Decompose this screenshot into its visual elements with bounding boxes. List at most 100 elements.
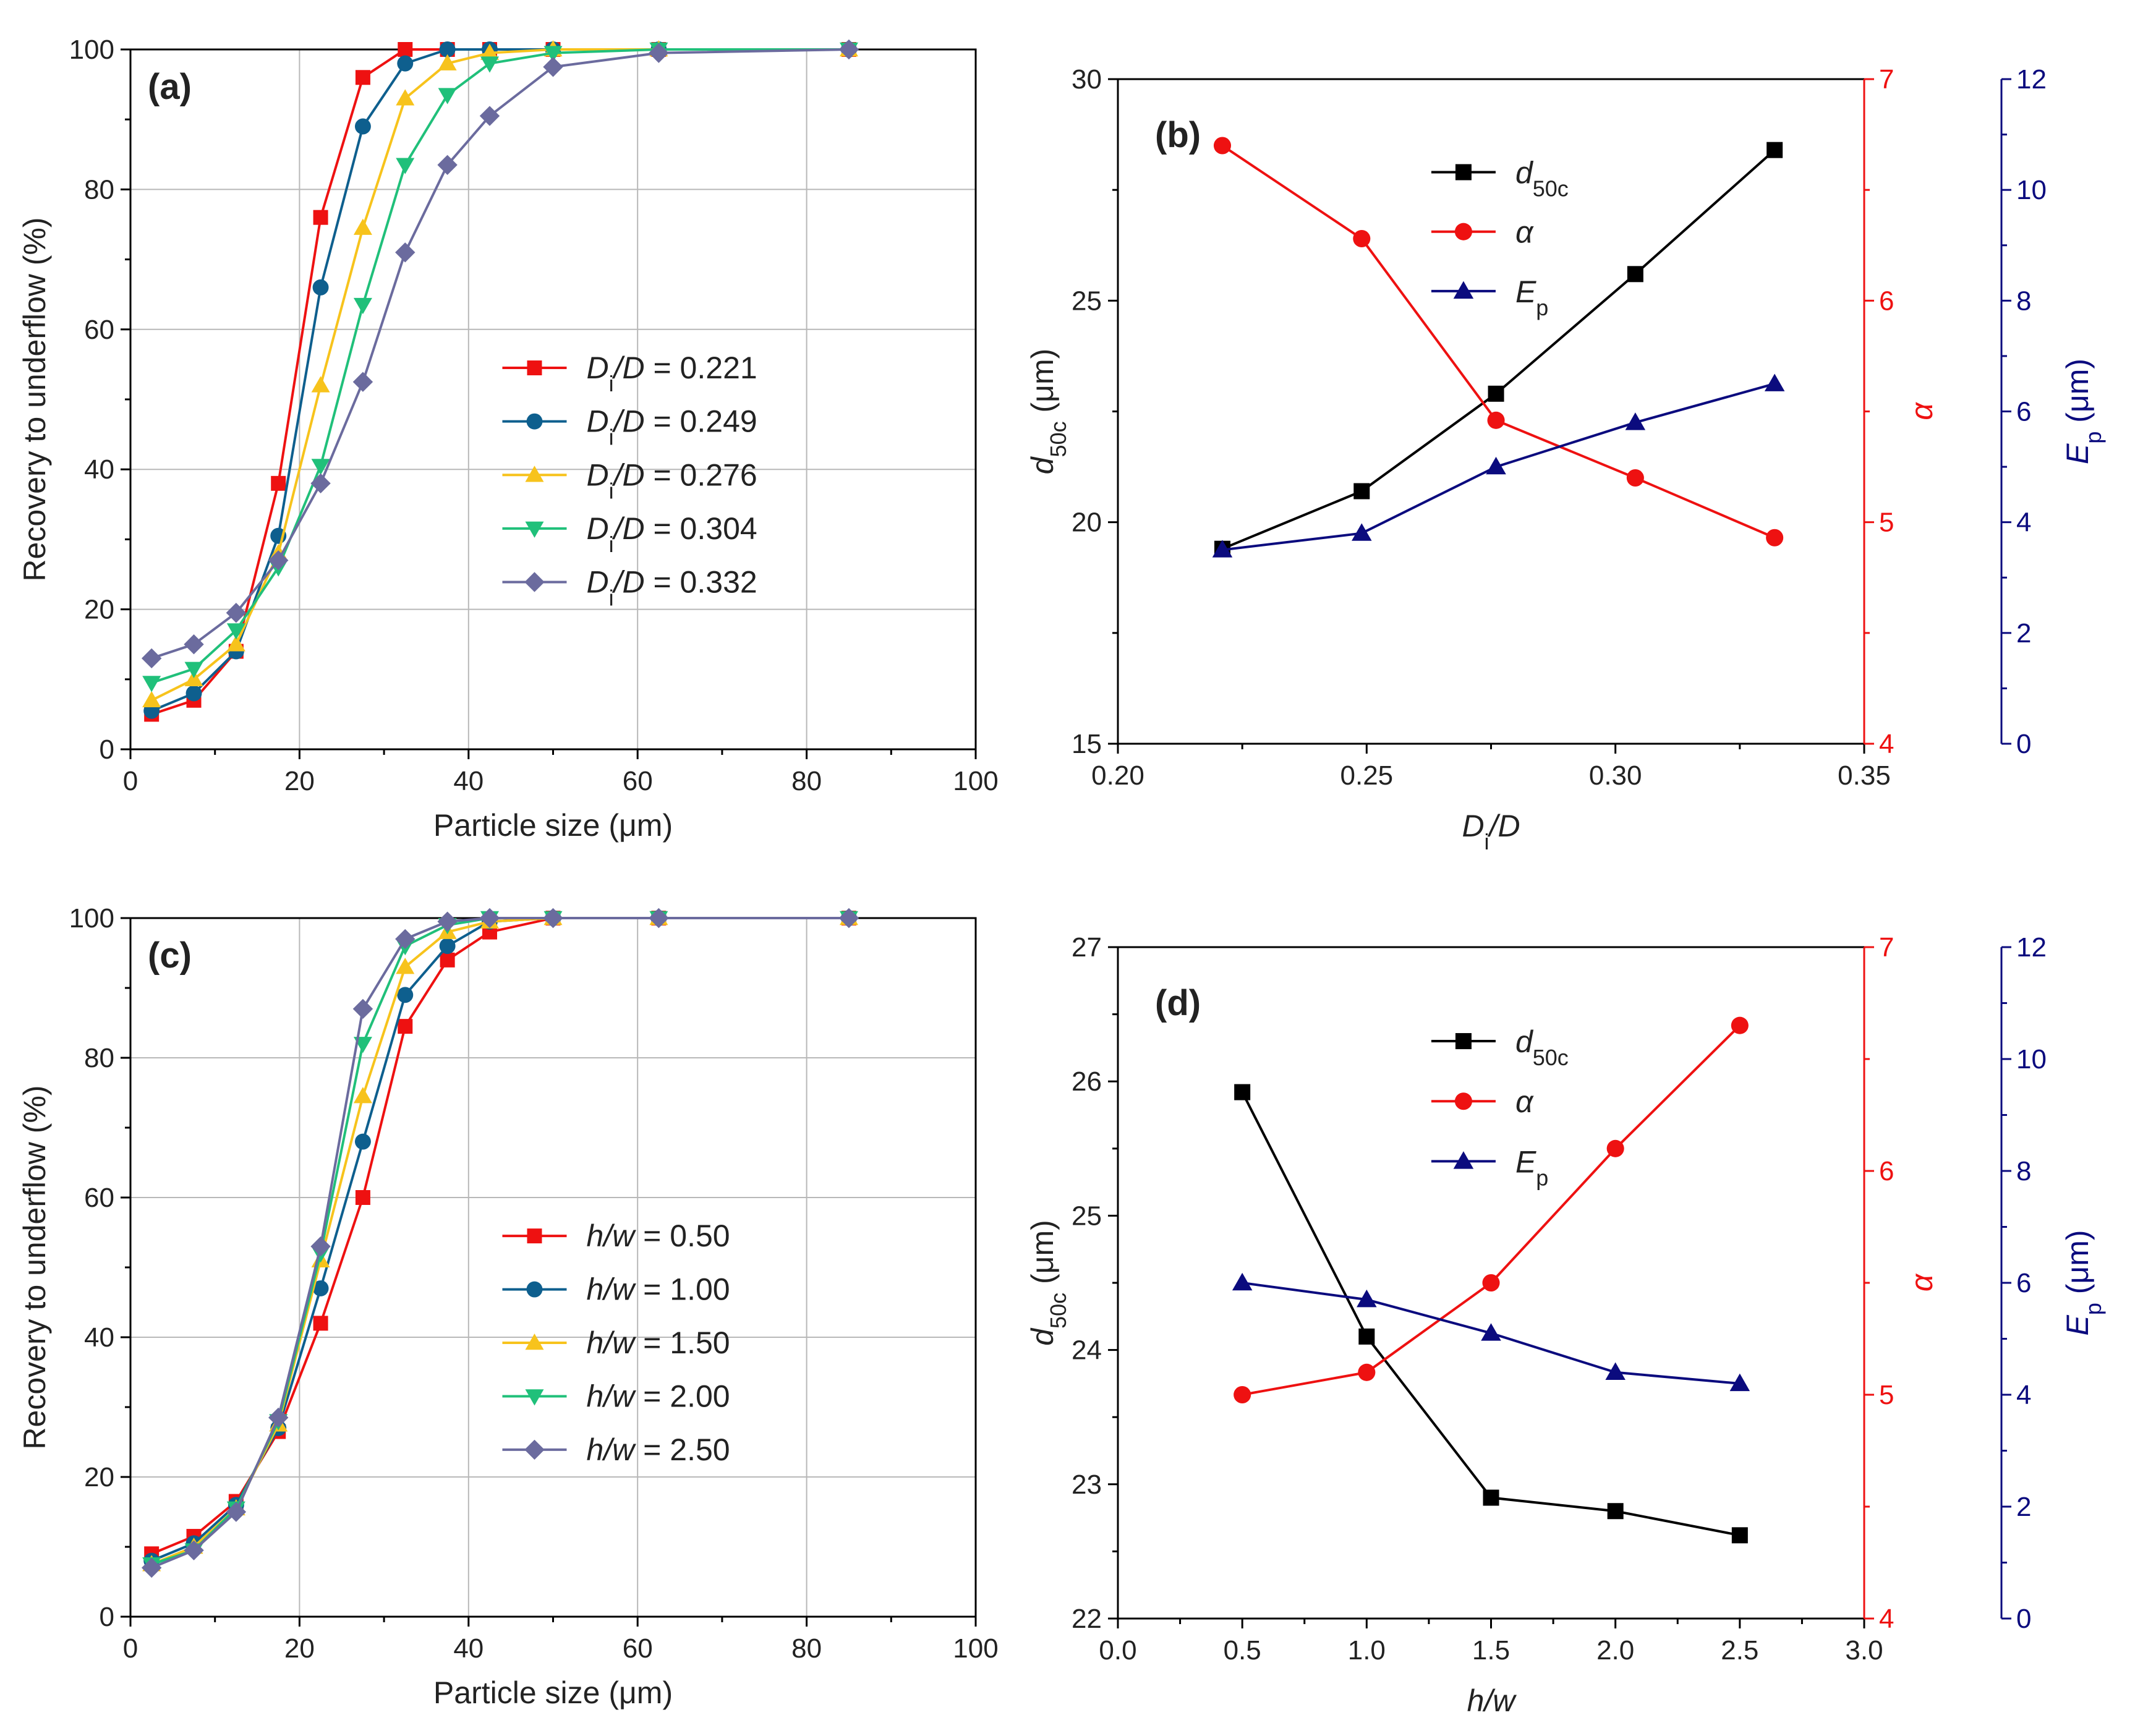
y-tick-label: 80 — [84, 174, 114, 205]
series-line — [1222, 149, 1776, 550]
legend-var2: /w — [602, 1219, 636, 1253]
data-point — [439, 41, 456, 57]
data-point — [398, 1019, 413, 1034]
x-tick-label: 60 — [623, 1633, 653, 1664]
x-tick-label: 40 — [453, 1633, 484, 1664]
ep-axis-title-main: E — [2060, 1315, 2095, 1336]
ep-tick-label: 2 — [2016, 618, 2031, 649]
legend-var: D — [586, 351, 608, 385]
y-axis-title: Recovery to underflow (%) — [17, 217, 52, 581]
y-tick-label: 100 — [69, 903, 114, 934]
data-point — [1353, 483, 1370, 500]
left-axis-title: d50c (μm) — [1025, 1220, 1071, 1346]
data-point — [479, 908, 500, 929]
legend-var2: /D — [612, 564, 645, 599]
alpha-tick-label: 6 — [1879, 286, 1894, 316]
legend-var: D — [586, 511, 608, 546]
alpha-tick-label: 6 — [1879, 1156, 1894, 1186]
data-point — [1731, 1527, 1748, 1544]
data-point — [352, 998, 373, 1019]
data-point — [185, 685, 202, 702]
left-axis-title-main: d — [1025, 1327, 1060, 1346]
data-point — [310, 1236, 331, 1257]
y-tick-label: 60 — [84, 1183, 114, 1213]
legend-var2: /D — [612, 457, 645, 492]
legend-marker — [1453, 1151, 1474, 1169]
data-point — [1481, 1323, 1501, 1341]
left-tick-label: 15 — [1072, 729, 1102, 759]
left-tick-label: 24 — [1072, 1335, 1102, 1366]
series-Ep — [1212, 373, 1785, 558]
data-point — [271, 475, 286, 491]
data-point — [1766, 529, 1784, 547]
alpha-tick-label: 5 — [1879, 1380, 1894, 1410]
legend-value: = 1.00 — [634, 1272, 730, 1307]
series-5 — [141, 908, 859, 1578]
data-point — [396, 158, 415, 174]
series-line — [151, 917, 849, 1555]
series-d50c — [1214, 142, 1783, 557]
panel-label: (d) — [1155, 983, 1201, 1023]
y-tick-label: 0 — [100, 734, 114, 765]
data-point — [479, 106, 500, 126]
x-tick-label: 0.35 — [1838, 760, 1891, 791]
data-point — [1483, 1489, 1499, 1506]
data-point — [353, 218, 372, 235]
series-line — [151, 48, 849, 660]
ep-tick-label: 10 — [2016, 1044, 2047, 1074]
legend-value: = 2.00 — [634, 1379, 730, 1413]
data-point — [1625, 412, 1646, 430]
legend-var2: /D — [612, 351, 645, 385]
legend-marker — [524, 1439, 545, 1460]
legend-var: h — [586, 1432, 603, 1467]
alpha-axis-title: α — [1904, 1273, 1939, 1291]
left-tick-label: 27 — [1072, 932, 1102, 963]
data-point — [396, 958, 415, 974]
legend-var: D — [586, 564, 608, 599]
legend-var2: /D — [612, 404, 645, 439]
ep-tick-label: 12 — [2016, 64, 2047, 95]
legend-var: h — [586, 1379, 603, 1413]
x-tick-label: 100 — [953, 766, 998, 796]
legend-label: h/w = 0.50 — [586, 1219, 730, 1253]
ep-axis-title: Ep (μm) — [2060, 1230, 2106, 1335]
series-3 — [142, 909, 858, 1572]
data-point — [312, 279, 329, 296]
x-axis-title: Particle size (μm) — [433, 1675, 673, 1710]
x-axis-title-sub: i — [1485, 829, 1489, 854]
x-tick-label: 20 — [284, 766, 315, 796]
series-2 — [143, 910, 857, 1569]
legend-label: d50c — [1515, 156, 1569, 202]
left-axis-title-main: d — [1025, 456, 1060, 474]
data-point — [1358, 1328, 1375, 1345]
series-d50c — [1234, 1084, 1748, 1544]
data-point — [1487, 411, 1505, 429]
left-tick-label: 26 — [1072, 1066, 1102, 1097]
left-tick-label: 23 — [1072, 1470, 1102, 1500]
legend-marker — [1455, 164, 1472, 181]
legend-marker — [527, 1228, 542, 1244]
legend-value: = 0.50 — [634, 1219, 730, 1253]
legend-marker — [1455, 1033, 1472, 1050]
x-axis-title: Di/D — [1462, 809, 1520, 854]
data-point — [1212, 540, 1233, 558]
legend-label-sub: 50c — [1533, 176, 1569, 201]
data-point — [268, 550, 289, 571]
legend-label: Di/D = 0.304 — [586, 511, 757, 557]
data-point — [395, 929, 415, 950]
legend-label-sub: 50c — [1533, 1045, 1569, 1070]
alpha-tick-label: 4 — [1879, 729, 1894, 759]
x-tick-label: 40 — [453, 766, 484, 796]
x-axis-title: Particle size (μm) — [433, 808, 673, 843]
left-tick-label: 22 — [1072, 1604, 1102, 1634]
ep-tick-label: 10 — [2016, 175, 2047, 205]
data-point — [838, 39, 859, 60]
data-point — [437, 155, 458, 175]
data-point — [268, 1407, 289, 1428]
data-point — [543, 57, 563, 77]
series-α — [1213, 137, 1784, 547]
data-point — [1358, 1363, 1376, 1381]
x-tick-label: 0.5 — [1224, 1635, 1261, 1666]
plot-frame — [129, 48, 977, 751]
